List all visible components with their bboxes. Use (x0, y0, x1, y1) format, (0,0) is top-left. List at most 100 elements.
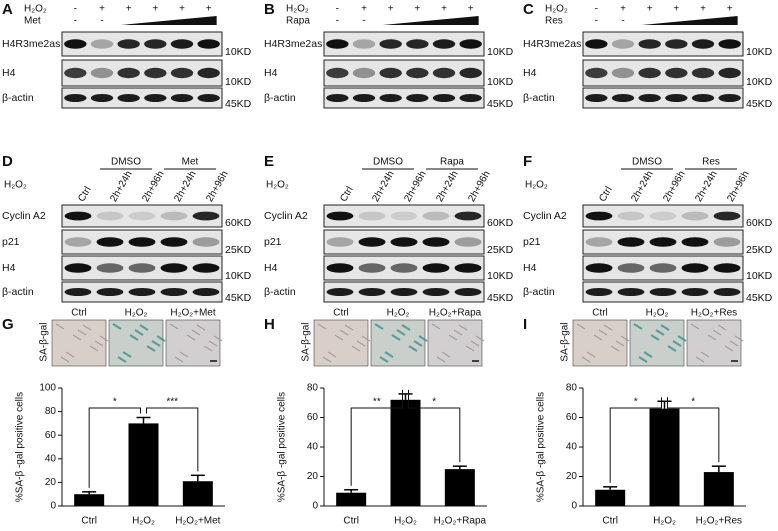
cell (453, 329, 463, 336)
column-label: 2h+96h (466, 169, 492, 204)
band (192, 263, 220, 273)
panel-letter: D (2, 153, 13, 170)
band (691, 67, 715, 79)
x-tick-label: H₂O₂ (653, 516, 676, 527)
x-tick-label: H₂O₂+Res (696, 516, 742, 527)
band (358, 288, 386, 296)
band (358, 211, 386, 221)
size-marker: 45KD (746, 292, 773, 304)
band (617, 237, 645, 247)
image-label: Ctrl (333, 308, 349, 319)
band (358, 263, 386, 273)
band (406, 39, 429, 49)
size-marker: 25KD (487, 244, 514, 256)
blot-label: H4 (2, 262, 16, 274)
size-marker: 60KD (225, 217, 252, 229)
band (170, 39, 194, 49)
cell (620, 335, 630, 342)
treatment-sign: + (468, 4, 474, 15)
dose-wedge (641, 16, 738, 25)
blot-strip (323, 59, 485, 87)
column-label: 2h+24h (693, 169, 719, 204)
group-label: Met (182, 157, 199, 168)
y-tick-label: 20 (307, 471, 319, 482)
cell (322, 356, 332, 363)
column-label: 2h+24h (629, 169, 655, 204)
blot-strip (323, 31, 485, 57)
treatment-label: H₂O₂ (266, 180, 289, 191)
cell (633, 323, 643, 330)
blot-strip (61, 59, 223, 87)
image-label: H₂O₂ (646, 308, 669, 319)
band (665, 94, 688, 102)
band (128, 237, 156, 247)
band (454, 237, 482, 247)
cell (191, 329, 201, 336)
cell (317, 323, 327, 330)
band (117, 94, 140, 102)
band (681, 288, 709, 296)
cell (655, 329, 665, 336)
x-tick-label: Ctrl (343, 516, 359, 527)
band (326, 94, 349, 102)
cell (208, 340, 218, 347)
band (160, 288, 188, 296)
y-tick-label: 80 (566, 383, 578, 394)
x-tick-label: Ctrl (602, 516, 618, 527)
band (326, 39, 349, 49)
cell (112, 323, 122, 330)
treatment-sign: - (74, 16, 77, 27)
significance-bracket (408, 389, 461, 463)
stain-label: SA-β-gal (39, 322, 50, 361)
blot-strip (582, 59, 744, 87)
cell (391, 334, 401, 341)
cell (379, 356, 389, 363)
cell (82, 324, 92, 331)
cell (431, 323, 441, 330)
cell (129, 334, 139, 341)
cell (436, 356, 446, 363)
band (681, 263, 709, 273)
band (326, 211, 354, 221)
band (96, 263, 124, 273)
band (64, 39, 87, 49)
column-label: 2h+96h (402, 169, 428, 204)
band (454, 211, 482, 221)
cell (586, 351, 596, 358)
blot-strip (582, 87, 744, 109)
treatment-sign: - (336, 16, 339, 27)
treatment-sign: + (152, 4, 158, 15)
band (718, 39, 741, 49)
band (432, 94, 456, 102)
column-label: 2h+96h (140, 169, 166, 204)
cell (576, 323, 586, 330)
cell (734, 335, 744, 342)
y-tick-label: 80 (307, 383, 319, 394)
treatment-label: H₂O₂ (525, 180, 548, 191)
blot-label: H4 (264, 262, 278, 274)
band (352, 39, 376, 49)
blot-strip (323, 87, 485, 109)
band (352, 94, 376, 102)
band (459, 39, 482, 49)
cell (643, 351, 653, 358)
column-label: 2h+24h (434, 169, 460, 204)
cell (650, 334, 660, 341)
band (64, 237, 92, 247)
band (617, 211, 645, 221)
treatment-sign: + (414, 4, 420, 15)
band (454, 263, 482, 273)
blot-label: p21 (523, 236, 541, 248)
cell (356, 340, 366, 347)
group-label: DMSO (373, 157, 403, 168)
cell (179, 351, 189, 358)
stain-label: SA-β-gal (301, 322, 312, 361)
band (638, 67, 661, 79)
cell (186, 334, 196, 341)
cell (213, 335, 223, 342)
band (90, 39, 114, 49)
band (585, 94, 608, 102)
band (326, 67, 349, 79)
size-marker: 10KD (225, 76, 252, 88)
